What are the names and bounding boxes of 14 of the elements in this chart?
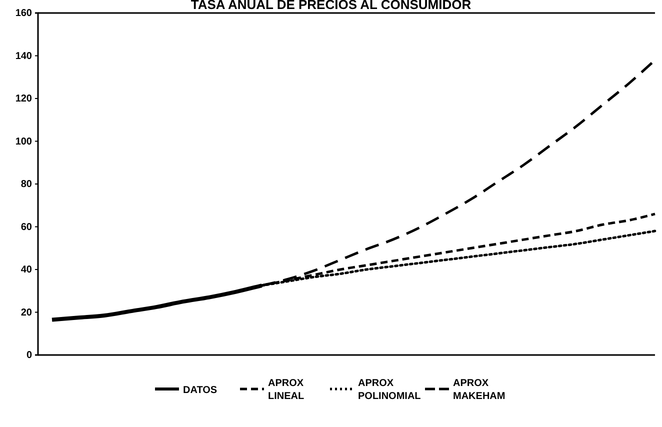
y-tick-label: 20 — [20, 307, 32, 318]
y-tick-label: 80 — [20, 179, 32, 190]
y-tick-label: 60 — [20, 222, 32, 233]
y-tick-label: 160 — [15, 8, 32, 20]
legend-label: APROX MAKEHAM — [453, 378, 506, 402]
y-tick-label: 140 — [15, 50, 32, 62]
y-tick-label: 120 — [15, 94, 32, 105]
y-tick-label: 0 — [26, 350, 32, 362]
y-tick-label: 40 — [20, 264, 32, 276]
legend-label: APROX LINEAL — [268, 378, 304, 402]
chart-title: TASA ANUAL DE PRECIOS AL CONSUMIDOR — [190, 0, 472, 12]
legend-label: APROX POLINOMIAL — [358, 378, 421, 402]
y-tick-label: 100 — [15, 136, 32, 148]
legend-label: DATOS — [183, 385, 218, 396]
